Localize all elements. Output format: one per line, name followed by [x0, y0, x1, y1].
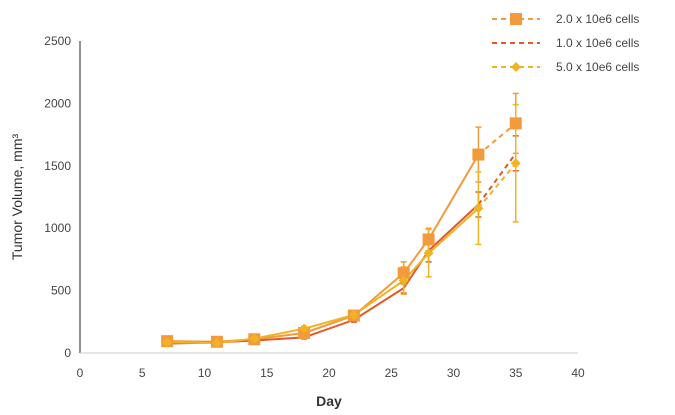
tick-labels: 0 500 1000 1500 2000 2500 0 5 10 15 20 25 30 35 40: [44, 34, 585, 380]
data-point: [348, 309, 359, 320]
y-axis-title: Tumor Volume, mm³: [9, 134, 25, 261]
legend-marker: [511, 62, 521, 72]
legend-entry: 2.0 x 10e6 cells: [492, 12, 639, 26]
data-point: [211, 338, 222, 349]
x-tick-label: 5: [139, 366, 146, 380]
y-tick-label: 500: [51, 284, 71, 298]
series-line-dashed: [477, 122, 517, 156]
series-lines: [167, 122, 517, 345]
x-tick-label: 15: [260, 366, 274, 380]
data-point: [397, 267, 410, 280]
legend-label: 2.0 x 10e6 cells: [556, 12, 639, 26]
x-tick-label: 0: [77, 366, 84, 380]
y-tick-label: 0: [64, 346, 71, 360]
data-point: [473, 203, 484, 214]
series-line-solid: [167, 207, 480, 345]
legend-entry: 1.0 x 10e6 cells: [492, 36, 639, 50]
x-tick-label: 30: [447, 366, 461, 380]
legend: 2.0 x 10e6 cells 1.0 x 10e6 cells 5.0 x 10…: [492, 12, 639, 74]
y-tick-label: 1000: [44, 221, 71, 235]
y-tick-label: 1500: [44, 159, 71, 173]
data-point: [299, 323, 310, 334]
legend-label: 1.0 x 10e6 cells: [556, 36, 639, 50]
axes: [79, 41, 578, 354]
y-tick-label: 2000: [44, 96, 71, 110]
x-tick-label: 10: [198, 366, 212, 380]
data-point: [509, 117, 522, 130]
legend-entry: 5.0 x 10e6 cells: [492, 60, 639, 74]
x-tick-label: 25: [385, 366, 399, 380]
x-tick-label: 35: [509, 366, 523, 380]
data-point: [510, 158, 521, 169]
data-point: [423, 248, 434, 259]
y-tick-label: 2500: [44, 34, 71, 48]
data-markers: [161, 117, 522, 349]
series-line-dashed: [477, 162, 517, 209]
data-point: [472, 148, 485, 161]
legend-marker: [510, 13, 522, 25]
data-point: [422, 233, 435, 246]
series-line-dashed: [477, 152, 517, 206]
data-point: [249, 333, 260, 344]
x-tick-label: 40: [571, 366, 585, 380]
data-point: [162, 337, 173, 348]
data-point: [398, 275, 409, 286]
legend-label: 5.0 x 10e6 cells: [556, 60, 639, 74]
x-tick-label: 20: [322, 366, 336, 380]
x-axis-title: Day: [316, 393, 342, 409]
